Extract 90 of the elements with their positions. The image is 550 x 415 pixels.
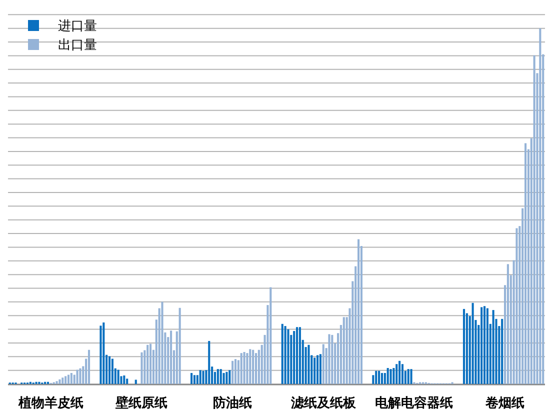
bar xyxy=(102,322,105,384)
bar xyxy=(293,331,296,384)
bar xyxy=(123,375,126,384)
bar xyxy=(193,375,196,384)
x-tick-label: 电解电容器纸 xyxy=(375,395,454,411)
bar xyxy=(472,302,474,384)
bar xyxy=(134,380,137,384)
bar xyxy=(254,353,258,384)
legend-label: 进口量 xyxy=(58,19,97,34)
bar xyxy=(126,378,128,384)
bar xyxy=(202,370,204,384)
bar xyxy=(58,379,61,384)
bar xyxy=(161,302,164,384)
bar xyxy=(316,355,319,384)
x-tick-label: 壁纸原纸 xyxy=(114,395,168,411)
bar xyxy=(252,350,254,384)
bar xyxy=(372,375,374,384)
bar xyxy=(208,340,210,384)
bar xyxy=(249,349,252,384)
bar xyxy=(56,381,58,384)
bar xyxy=(462,308,466,384)
x-tick-label: 滤纸及纸板 xyxy=(290,396,357,411)
x-tick-label: 防油纸 xyxy=(213,395,252,411)
bar xyxy=(506,264,509,384)
bar xyxy=(486,308,488,384)
bar xyxy=(319,354,322,384)
bar xyxy=(190,372,193,384)
bar xyxy=(524,143,527,384)
bar xyxy=(199,370,202,384)
bar xyxy=(146,344,149,384)
bar xyxy=(220,369,222,384)
bar xyxy=(386,368,389,384)
bar xyxy=(76,370,78,384)
bar xyxy=(108,356,111,384)
bar xyxy=(539,28,542,384)
bar xyxy=(226,372,228,384)
bar xyxy=(64,376,67,384)
bar xyxy=(234,359,237,384)
x-tick-label: 植物羊皮纸 xyxy=(17,396,84,411)
bar xyxy=(88,350,90,384)
bar xyxy=(483,306,486,384)
bar xyxy=(378,370,380,384)
bar xyxy=(281,324,284,384)
bar xyxy=(140,352,143,384)
bar xyxy=(240,353,242,384)
bar xyxy=(328,334,330,384)
bar xyxy=(480,307,483,384)
bar xyxy=(222,372,225,384)
bar xyxy=(62,378,64,384)
bar xyxy=(170,330,172,384)
bar xyxy=(243,352,246,384)
bar xyxy=(342,317,345,384)
bar xyxy=(117,370,120,384)
bar xyxy=(331,334,334,384)
bar xyxy=(150,344,152,384)
bar xyxy=(516,228,518,384)
bar xyxy=(178,308,181,384)
bar xyxy=(533,55,536,384)
bar xyxy=(501,318,504,384)
bar xyxy=(398,360,401,384)
legend-label: 出口量 xyxy=(58,38,97,53)
bar xyxy=(358,239,360,384)
bar xyxy=(492,310,494,384)
bar xyxy=(410,369,412,384)
bar xyxy=(380,372,383,384)
bar xyxy=(407,369,410,384)
bar xyxy=(70,372,72,384)
bar xyxy=(466,313,468,384)
bar xyxy=(296,327,298,384)
bar xyxy=(392,368,395,384)
bar xyxy=(401,364,404,384)
bar xyxy=(396,364,398,384)
bar xyxy=(298,327,301,384)
bar xyxy=(270,287,272,384)
x-tick-label: 卷烟纸 xyxy=(484,396,525,411)
bar xyxy=(390,369,392,384)
bar xyxy=(314,358,316,384)
bar xyxy=(308,344,310,384)
bar xyxy=(228,370,231,384)
bar xyxy=(216,369,219,384)
bar xyxy=(246,353,248,384)
bar xyxy=(232,360,234,384)
bar xyxy=(100,326,102,384)
bar xyxy=(284,326,286,384)
bar xyxy=(287,329,290,384)
bar xyxy=(79,368,82,384)
bar xyxy=(322,344,324,384)
bar xyxy=(111,358,114,384)
bar xyxy=(67,374,70,384)
bar xyxy=(375,370,378,384)
